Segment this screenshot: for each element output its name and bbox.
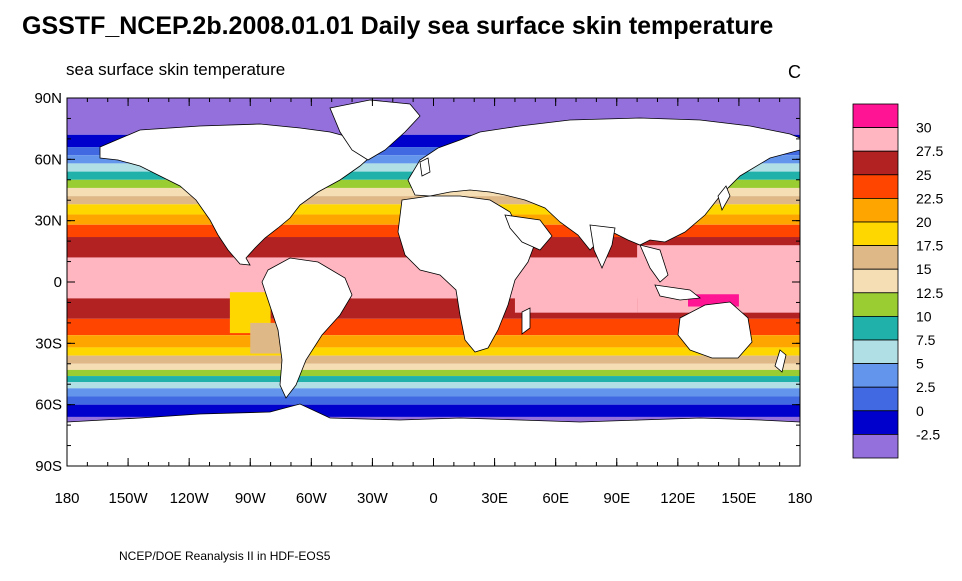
land-masses xyxy=(67,99,800,466)
land-arabia xyxy=(504,214,553,251)
lon-tick-label: 60W xyxy=(296,490,328,507)
map-subtitle: sea surface skin temperature xyxy=(66,60,286,79)
colorbar-box xyxy=(852,410,899,435)
lat-tick-label: 30N xyxy=(34,213,62,230)
lon-tick-label: 180 xyxy=(54,490,79,507)
land-australia xyxy=(677,301,753,359)
lon-tick-label: 0 xyxy=(429,490,437,507)
colorbar-label: 22.5 xyxy=(916,190,943,206)
lon-tick-label: 60E xyxy=(542,490,569,507)
sst-patch xyxy=(250,322,281,354)
sst-band xyxy=(67,376,800,383)
sst-band xyxy=(67,347,800,356)
lat-tick-label: 30S xyxy=(35,335,62,352)
colorbar-box xyxy=(852,245,899,270)
colorbar-box xyxy=(852,103,899,129)
colorbar: 30 27.5 25 22.5 20 17.5 15 12.5 10 7.5 5 2.5 0 -2.5 xyxy=(852,103,943,459)
land-madagascar xyxy=(521,307,531,335)
sst-band xyxy=(67,369,800,377)
lat-tick-label: 60N xyxy=(34,151,62,168)
land-south-america xyxy=(261,257,353,399)
land-antarctica xyxy=(67,403,800,466)
colorbar-label: 15 xyxy=(916,261,932,277)
colorbar-label: 7.5 xyxy=(916,332,936,348)
footer-note: NCEP/DOE Reanalysis II in HDF-EOS5 xyxy=(119,549,331,563)
colorbar-box xyxy=(852,433,899,459)
land-greenland xyxy=(329,99,421,161)
lon-tick-label: 90E xyxy=(603,490,630,507)
colorbar-label: 30 xyxy=(916,120,932,136)
lon-tick-label: 180 xyxy=(787,490,812,507)
lat-tick-label: 0 xyxy=(54,274,62,291)
land-india xyxy=(589,224,616,269)
colorbar-box xyxy=(852,363,899,388)
lon-tick-label: 150W xyxy=(108,490,148,507)
sst-band xyxy=(67,396,800,405)
lat-tick-label: 90S xyxy=(35,458,62,475)
sst-band xyxy=(67,388,800,397)
colorbar-box xyxy=(852,174,899,199)
colorbar-label: -2.5 xyxy=(916,426,940,442)
colorbar-label: 20 xyxy=(916,214,932,230)
colorbar-box xyxy=(852,127,899,152)
lon-tick-label: 30W xyxy=(357,490,389,507)
sst-band xyxy=(67,363,800,370)
colorbar-box xyxy=(852,292,899,317)
colorbar-label: 0 xyxy=(916,403,924,419)
map-axes: 180 150W 120W 90W 60W 30W 0 30E 60E 90E 120E 150E 18… xyxy=(34,90,812,507)
colorbar-box xyxy=(852,386,899,412)
sst-patch xyxy=(514,286,638,313)
lon-tick-label: 120W xyxy=(170,490,210,507)
land-uk xyxy=(419,157,431,177)
colorbar-label: 2.5 xyxy=(916,379,936,395)
land-japan xyxy=(717,185,731,212)
colorbar-box xyxy=(852,315,899,341)
land-southeast-asia xyxy=(639,244,702,301)
lon-tick-label: 120E xyxy=(660,490,695,507)
land-eurasia xyxy=(407,117,800,251)
lat-tick-label: 90N xyxy=(34,90,62,107)
lon-tick-label: 90W xyxy=(235,490,267,507)
colorbar-box xyxy=(852,339,899,365)
sst-band xyxy=(67,382,800,389)
land-africa xyxy=(397,195,535,353)
lon-tick-label: 30E xyxy=(481,490,508,507)
colorbar-box xyxy=(852,268,899,294)
lon-tick-label: 150E xyxy=(721,490,756,507)
colorbar-label: 17.5 xyxy=(916,238,943,254)
colorbar-label: 27.5 xyxy=(916,143,943,159)
colorbar-label: 25 xyxy=(916,167,932,183)
colorbar-box xyxy=(852,221,899,247)
sst-band xyxy=(67,355,800,364)
colorbar-label: 12.5 xyxy=(916,285,943,301)
colorbar-box xyxy=(852,197,899,223)
land-north-america xyxy=(99,123,379,266)
sst-patch xyxy=(67,265,230,291)
map-title: GSSTF_NCEP.2b.2008.01.01 Daily sea surfa… xyxy=(22,12,774,40)
colorbar-label: 10 xyxy=(916,308,932,324)
lat-tick-label: 60S xyxy=(35,397,62,414)
land-new-zealand xyxy=(774,349,787,373)
colorbar-box xyxy=(852,150,899,176)
units-label: C xyxy=(788,62,801,82)
sst-band xyxy=(67,404,800,417)
colorbar-label: 5 xyxy=(916,356,924,372)
